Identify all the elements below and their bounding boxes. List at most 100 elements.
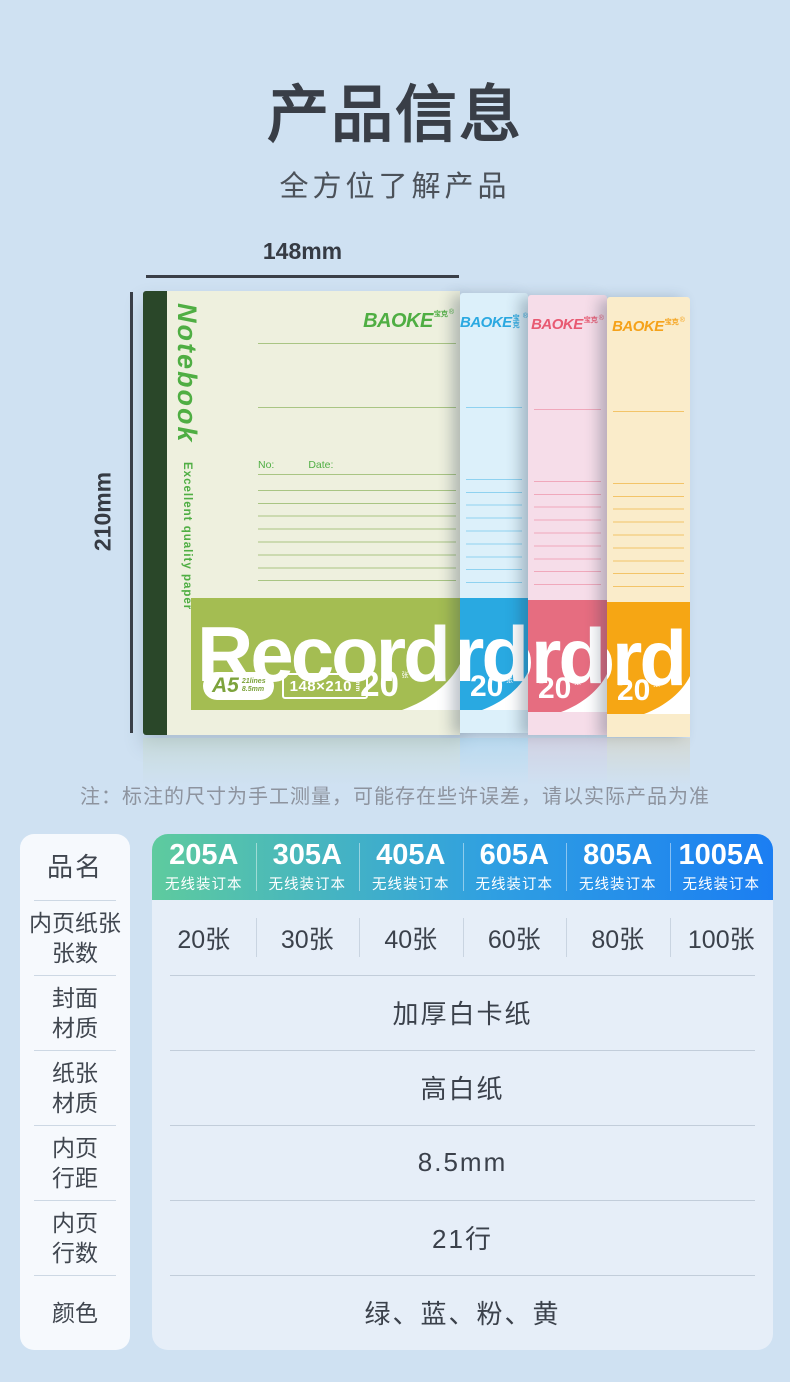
spec-row-label-line: 内页 — [52, 1209, 98, 1236]
sheet-count-number: 20 — [470, 670, 504, 703]
sheet-count: 20 张 — [360, 667, 408, 702]
reflection-fade — [143, 738, 690, 794]
spec-span-value: 8.5mm — [417, 1147, 508, 1177]
page-curl — [644, 676, 690, 714]
spec-row-label-0: 内页纸张 张数 — [20, 900, 130, 975]
spec-span-value: 绿、蓝、粉、黄 — [364, 1299, 561, 1329]
notebook-spine — [143, 291, 167, 735]
registered-mark: ® — [679, 317, 685, 324]
spec-cell-value: 60张 — [487, 925, 541, 954]
baoke-logo: BAOKE 宝克 ® — [528, 315, 607, 333]
column-divider — [566, 843, 567, 891]
notebook-green: Notebook Excellent quality paper BAOKE 宝… — [143, 291, 460, 735]
spec-cell: 20张 — [152, 900, 256, 975]
row-divider — [170, 975, 755, 976]
baoke-logo-text: BAOKE — [531, 316, 583, 333]
spec-column-405A: 405A 无线装订本 — [359, 834, 463, 900]
sheet-count: 20 张 — [617, 676, 659, 706]
height-dimension-line — [130, 292, 133, 733]
spec-row-label-line: 行距 — [52, 1164, 98, 1191]
baoke-logo: BAOKE 宝克 ® — [460, 313, 528, 330]
spec-column-type: 无线装订本 — [475, 876, 553, 893]
row-divider — [170, 1125, 755, 1126]
size-badge: 148×210 mm — [281, 673, 368, 699]
page-curl — [482, 672, 528, 710]
spec-cell: 40张 — [359, 900, 463, 975]
baoke-logo-cn: 宝克 — [512, 315, 520, 330]
row-divider — [34, 1275, 116, 1276]
spec-cell-value: 100张 — [687, 925, 755, 954]
spec-cell-value: 80张 — [591, 925, 645, 954]
a5-specs: 21lines 8.5mm — [242, 678, 266, 693]
record-band-green: Record A5 21lines 8.5mm 148×210 mm — [191, 598, 460, 710]
spec-row-0: 20张 30张 40张 60张 80张 100张 — [152, 900, 773, 975]
spec-column-type: 无线装订本 — [579, 876, 657, 893]
spec-corner-label: 品名 — [46, 852, 103, 882]
spec-header: 205A 无线装订本 305A 无线装订本 405A 无线装订本 605A 无线装订本 805A… — [152, 834, 773, 900]
row-divider — [170, 1200, 755, 1201]
notebook-reflection — [143, 738, 690, 794]
cell-divider — [255, 918, 257, 957]
sheet-count-number: 20 — [360, 665, 399, 704]
ruled-lines — [534, 469, 601, 595]
a5-size: A5 — [212, 674, 239, 697]
page-curl — [402, 664, 460, 710]
sheet-count-unit: 张 — [401, 671, 408, 678]
spec-table: 205A 无线装订本 305A 无线装订本 405A 无线装订本 605A 无线装订本 805A… — [152, 834, 773, 1350]
height-dimension-label: 210mm — [89, 471, 116, 552]
spec-row-2: 高白纸 — [152, 1050, 773, 1125]
spec-body: 20张 30张 40张 60张 80张 100张加厚白卡纸 高白纸 8.5mm 21行绿、蓝、粉… — [152, 900, 773, 1350]
spec-cell: 60张 — [462, 900, 567, 975]
column-divider — [462, 843, 464, 891]
spec-row-label-line: 封面 — [52, 984, 98, 1011]
spec-cell: 100张 — [669, 900, 774, 975]
row-divider — [34, 1125, 116, 1126]
a5-pitch: 8.5mm — [241, 686, 265, 693]
sheet-count-unit: 张 — [573, 678, 581, 685]
registered-mark: ® — [448, 309, 454, 316]
row-divider — [34, 1200, 116, 1201]
sheet-count-number: 20 — [538, 672, 572, 705]
cell-divider — [566, 918, 567, 957]
spec-column-305A: 305A 无线装订本 — [255, 834, 360, 900]
page-curl — [561, 674, 607, 712]
width-dimension-line — [146, 275, 459, 278]
notebook-green-cover: Notebook Excellent quality paper BAOKE 宝… — [167, 291, 460, 735]
spec-row-label-line: 颜色 — [52, 1299, 98, 1326]
no-label: No: — [258, 459, 275, 471]
cover-rule-line — [613, 411, 684, 412]
spec-column-model: 605A — [479, 839, 549, 872]
cover-subtitle: Excellent quality paper — [181, 461, 193, 611]
spec-label-column: 品名 内页纸张 张数 封面 材质 纸张 材质 内页 行距 内页 行数 颜色 — [20, 834, 130, 1350]
spec-column-model: 305A — [272, 839, 342, 872]
spec-column-605A: 605A 无线装订本 — [462, 834, 567, 900]
no-date-row: No: Date: — [258, 459, 456, 475]
baoke-logo-text: BAOKE — [612, 318, 664, 335]
spec-row-label-line: 材质 — [52, 1089, 98, 1116]
spec-row-1: 加厚白卡纸 — [152, 975, 773, 1050]
spec-column-type: 无线装订本 — [682, 876, 760, 893]
spec-row-label-line: 行数 — [52, 1239, 98, 1266]
registered-mark: ® — [522, 313, 528, 320]
spec-row-label-3: 内页 行距 — [20, 1125, 130, 1200]
cover-title: Notebook — [172, 303, 202, 444]
spec-row-label-line: 材质 — [52, 1014, 98, 1041]
size-badge-value: 148×210 — [289, 677, 352, 695]
sheet-count: 20 张 — [538, 674, 580, 704]
baoke-logo-cn: 宝克 — [664, 319, 679, 326]
notebook-photo: Notebook Excellent quality paper BAOKE 宝… — [143, 291, 690, 737]
spec-column-type: 无线装订本 — [268, 876, 346, 893]
spec-cell: 30张 — [255, 900, 360, 975]
ruled-lines — [466, 467, 522, 593]
spec-column-model: 205A — [169, 839, 239, 872]
spec-span-value: 21行 — [432, 1224, 493, 1254]
spec-cell-value: 40张 — [384, 925, 438, 954]
baoke-logo: BAOKE 宝克 ® — [607, 317, 690, 335]
spec-cell-value: 20张 — [177, 925, 231, 954]
spec-column-1005A: 1005A 无线装订本 — [669, 834, 774, 900]
record-band-blue: Record20张 — [460, 598, 528, 710]
baoke-logo-cn: 宝克 — [583, 317, 598, 324]
